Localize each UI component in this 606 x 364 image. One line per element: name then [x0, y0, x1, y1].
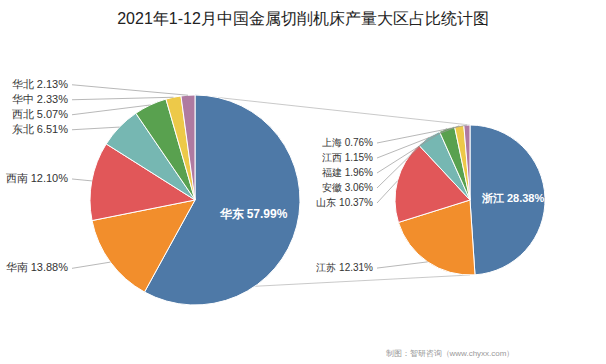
leader-line — [72, 97, 173, 100]
slice-category: 山东 — [316, 197, 336, 208]
slice-label: 华南13.88% — [6, 261, 69, 273]
leader-line — [377, 137, 429, 188]
data-label: 13.88% — [31, 261, 69, 273]
chart-title: 2021年1-12月中国金属切削机床产量大区占比统计图 — [117, 10, 489, 27]
pie-slice — [166, 96, 195, 200]
leader-line — [72, 105, 150, 115]
data-label: 2.33% — [37, 93, 68, 105]
slice-label: 福建1.96% — [322, 167, 373, 178]
pie-slice — [181, 95, 195, 200]
data-label: 5.07% — [37, 108, 68, 120]
leader-line — [377, 126, 459, 158]
slice-category: 华中 — [12, 93, 34, 105]
pie-slice — [455, 125, 470, 200]
slice-category: 江西 — [322, 152, 342, 163]
slice-label: 安徽3.06% — [322, 182, 373, 193]
slice-category: 西北 — [12, 108, 34, 120]
data-label: 57.99% — [247, 207, 288, 221]
plot-area — [90, 95, 545, 305]
leader-line — [72, 85, 188, 95]
leader-line — [72, 127, 119, 130]
slice-label: 山东10.37% — [316, 197, 373, 208]
slice-category: 华北 — [12, 78, 34, 90]
pie — [90, 95, 300, 305]
slice-label: 江西1.15% — [322, 152, 373, 163]
leader-line — [72, 262, 110, 268]
slice-category: 浙江 — [481, 191, 504, 203]
slice-category: 上海 — [322, 137, 342, 148]
slice-category: 华东 — [219, 207, 244, 221]
data-label: 1.96% — [345, 167, 373, 178]
slice-category: 西南 — [6, 172, 28, 184]
data-label: 3.06% — [345, 182, 373, 193]
slice-category: 华南 — [6, 261, 28, 273]
slice-label: 东北6.51% — [12, 123, 68, 135]
slice-label: 浙江28.38% — [481, 191, 545, 203]
pie-slice — [470, 125, 545, 275]
leader-line — [72, 179, 92, 181]
slice-label: 江苏12.31% — [316, 262, 373, 273]
slice-category: 安徽 — [322, 182, 342, 193]
data-label: 2.13% — [37, 78, 68, 90]
pie-labels: 华东57.99%华北2.13%华中2.33%西北5.07%东北6.51%西南12… — [6, 78, 288, 274]
leader-line — [377, 181, 397, 203]
annotation: 制图：智研咨询（www.chyxx.com） — [386, 349, 515, 358]
data-label: 6.51% — [37, 123, 68, 135]
chart-root: 华东57.99%华北2.13%华中2.33%西北5.07%东北6.51%西南12… — [0, 0, 606, 364]
data-label: 12.31% — [339, 262, 373, 273]
pie-labels: 浙江28.38%上海0.76%江西1.15%福建1.96%安徽3.06%山东10… — [316, 125, 544, 273]
leader-line — [377, 129, 447, 173]
slice-label: 华中2.33% — [12, 93, 68, 105]
slice-label: 西北5.07% — [12, 108, 68, 120]
data-label: 0.76% — [345, 137, 373, 148]
data-label: 12.10% — [31, 172, 69, 184]
slice-category: 东北 — [12, 123, 34, 135]
leader-line — [377, 262, 428, 268]
slice-category: 江苏 — [316, 262, 336, 273]
data-label: 1.15% — [345, 152, 373, 163]
slice-label: 华北2.13% — [12, 78, 68, 90]
data-label: 28.38% — [507, 191, 545, 203]
slice-label: 华东57.99% — [219, 207, 288, 221]
slice-label: 西南12.10% — [6, 172, 69, 184]
slice-category: 福建 — [322, 167, 342, 178]
texts: 华东57.99%华北2.13%华中2.33%西北5.07%东北6.51%西南12… — [6, 10, 545, 358]
pie-slice — [464, 125, 470, 200]
slice-label: 上海0.76% — [322, 137, 373, 148]
data-label: 10.37% — [339, 197, 373, 208]
